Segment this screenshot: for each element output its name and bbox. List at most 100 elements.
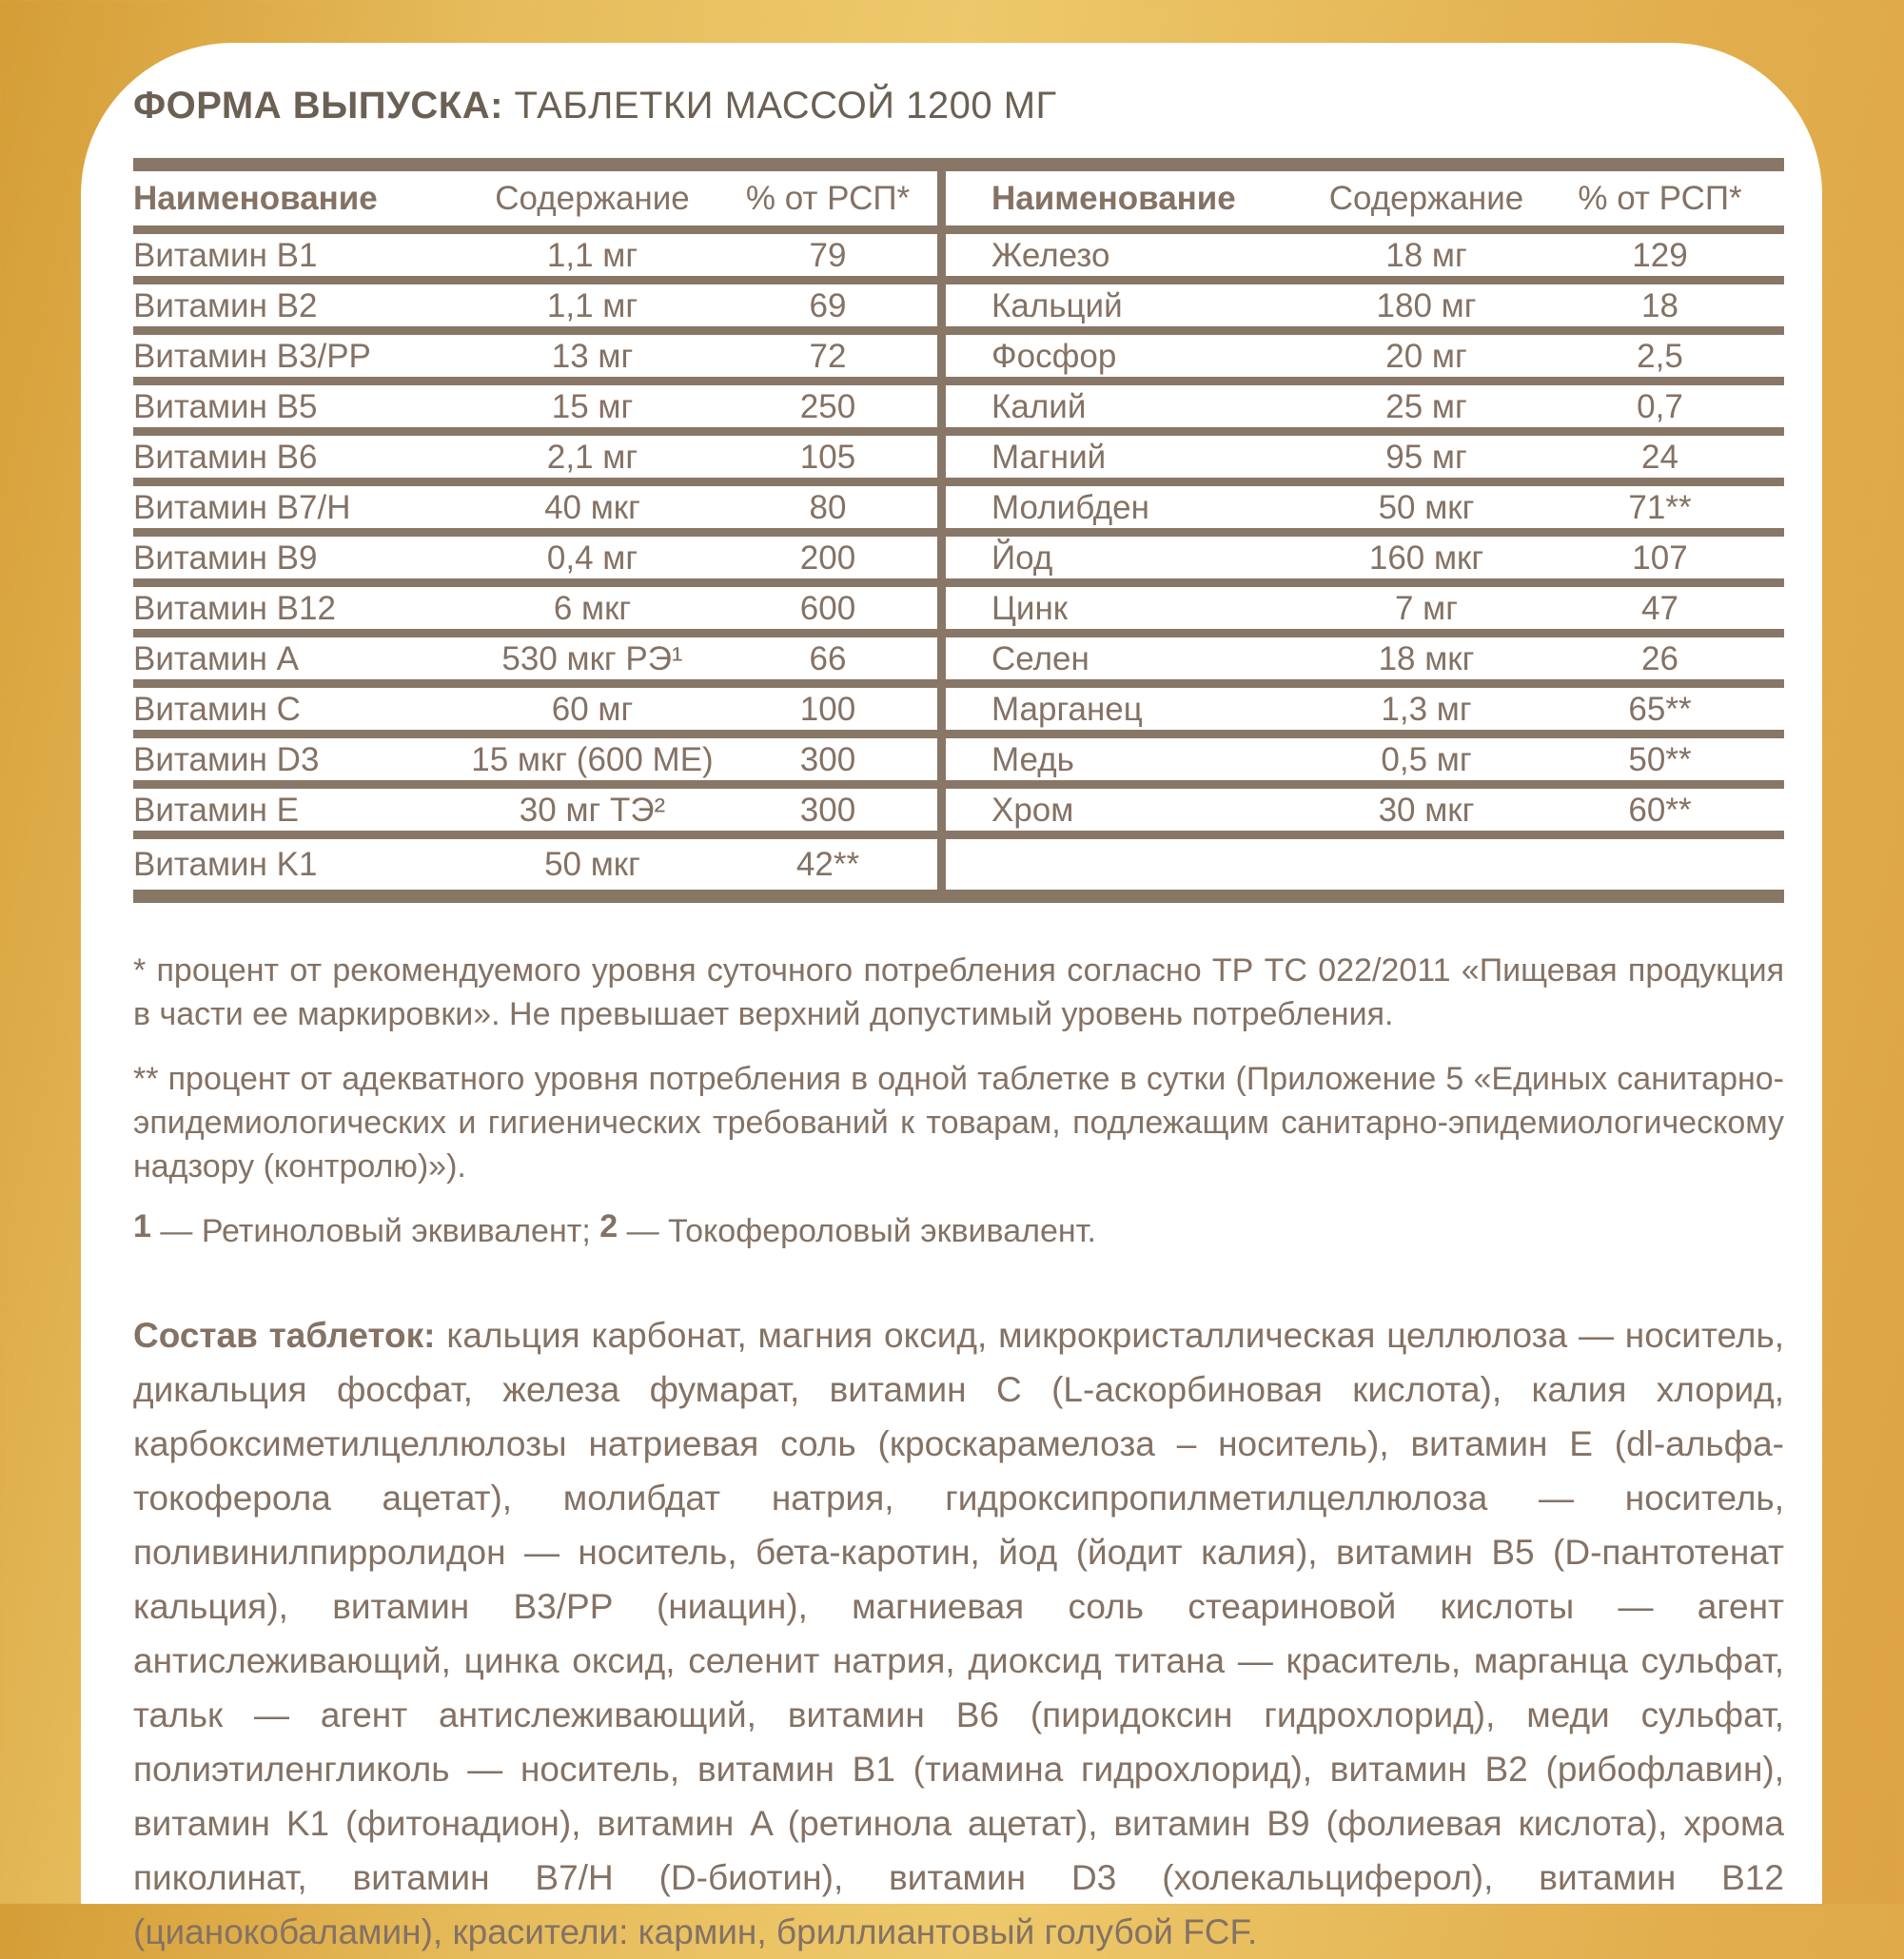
nutrition-table: Наименование Содержание % от РСП* Витами… [133, 158, 1784, 903]
nutrient-name: Калий [946, 385, 1317, 436]
nutrient-amount: 0,5 мг [1317, 738, 1536, 789]
nutrient-name: Хром [946, 789, 1317, 839]
nutrient-percent: 2,5 [1536, 335, 1784, 385]
nutrient-name: Йод [946, 537, 1317, 587]
footnote-equivalents: 1 — Ретиноловый эквивалент; 2 — Токоферо… [133, 1208, 1784, 1253]
nutrient-amount: 30 мг ТЭ² [466, 789, 718, 839]
nutrient-percent: 60** [1536, 789, 1784, 839]
nutrient-percent: 300 [718, 789, 937, 839]
column-header-content: Содержание [466, 171, 718, 234]
nutrient-amount: 15 мг [466, 385, 718, 436]
nutrient-percent: 300 [718, 738, 937, 789]
nutrient-name: Витамин C [133, 688, 466, 738]
footnotes-block: * процент от рекомендуемого уровня суточ… [133, 949, 1784, 1253]
nutrient-amount: 95 мг [1317, 436, 1536, 486]
nutrient-amount: 15 мкг (600 МЕ) [466, 738, 718, 789]
vitamins-table: Наименование Содержание % от РСП* Витами… [133, 171, 946, 890]
nutrient-percent: 80 [718, 486, 937, 537]
page-title: ФОРМА ВЫПУСКА: ТАБЛЕТКИ МАССОЙ 1200 МГ [133, 85, 1784, 127]
nutrient-name: Фосфор [946, 335, 1317, 385]
nutrient-percent: 79 [718, 234, 937, 284]
nutrient-percent: 65** [1536, 688, 1784, 738]
page-title-regular: ТАБЛЕТКИ МАССОЙ 1200 МГ [502, 85, 1057, 127]
nutrient-amount: 2,1 мг [466, 436, 718, 486]
nutrient-amount: 160 мкг [1317, 537, 1536, 587]
nutrient-amount: 1,1 мг [466, 284, 718, 335]
column-header-pct: % от РСП* [718, 171, 937, 234]
nutrient-name: Витамин B6 [133, 436, 466, 486]
footnote-rsp: * процент от рекомендуемого уровня суточ… [133, 952, 1784, 1032]
nutrient-percent: 200 [718, 537, 937, 587]
nutrient-amount: 18 мг [1317, 234, 1536, 284]
nutrient-amount: 6 мкг [466, 587, 718, 637]
nutrient-amount: 60 мг [466, 688, 718, 738]
equiv-marker-2: 2 [599, 1208, 618, 1244]
nutrient-name: Кальций [946, 284, 1317, 335]
composition-label: Состав таблеток: [133, 1316, 436, 1355]
nutrient-amount: 25 мг [1317, 385, 1536, 436]
equiv-text-2: — Токофероловый эквивалент. [618, 1213, 1096, 1249]
nutrient-percent: 105 [718, 436, 937, 486]
nutrient-name: Витамин B1 [133, 234, 466, 284]
nutrient-percent [1536, 839, 1784, 890]
nutrient-amount: 0,4 мг [466, 537, 718, 587]
nutrient-amount: 50 мкг [544, 846, 640, 883]
nutrient-name: Витамин B3/PP [133, 335, 466, 385]
nutrient-name: Молибден [946, 486, 1317, 537]
nutrient-percent: 26 [1536, 637, 1784, 688]
nutrient-amount: 30 мкг [1317, 789, 1536, 839]
nutrient-amount: 7 мг [1317, 587, 1536, 637]
nutrient-percent: 0,7 [1536, 385, 1784, 436]
nutrient-name: Витамин B2 [133, 284, 466, 335]
nutrient-percent: 47 [1536, 587, 1784, 637]
nutrient-name: Железо [946, 234, 1317, 284]
nutrient-name: Витамин B5 [133, 385, 466, 436]
nutrient-percent: 600 [718, 587, 937, 637]
column-header-name: Наименование [133, 171, 466, 234]
nutrient-percent: 107 [1536, 537, 1784, 587]
nutrient-percent: 250 [718, 385, 937, 436]
nutrient-name: Витамин A [133, 637, 466, 688]
nutrient-amount [1317, 839, 1536, 890]
nutrient-amount: 180 мг [1317, 284, 1536, 335]
nutrient-name: Марганец [946, 688, 1317, 738]
nutrient-amount: 1,3 мг [1317, 688, 1536, 738]
nutrient-amount: 40 мкг [466, 486, 718, 537]
nutrient-percent: 100 [718, 688, 937, 738]
nutrient-amount: 1,1 мг [466, 234, 718, 284]
nutrient-percent: 71** [1536, 486, 1784, 537]
nutrient-name: Витамин B9 [133, 537, 466, 587]
nutrient-percent: 72 [718, 335, 937, 385]
nutrient-percent: 66 [718, 637, 937, 688]
column-header-pct: % от РСП* [1536, 171, 1784, 234]
nutrient-name: Витамин D3 [133, 738, 466, 789]
nutrient-name: Магний [946, 436, 1317, 486]
composition-paragraph: Состав таблеток: кальция карбонат, магни… [133, 1308, 1784, 1959]
nutrient-name: Медь [946, 738, 1317, 789]
nutrient-amount: 18 мкг [1317, 637, 1536, 688]
nutrient-percent: 24 [1536, 436, 1784, 486]
nutrient-percent: 129 [1536, 234, 1784, 284]
equiv-text-1: — Ретиноловый эквивалент; [150, 1213, 600, 1249]
nutrient-name: Витамин B7/H [133, 486, 466, 537]
column-header-content: Содержание [1317, 171, 1536, 234]
nutrient-name: Цинк [946, 587, 1317, 637]
nutrient-percent: 69 [718, 284, 937, 335]
nutrient-percent: 42** [795, 846, 860, 883]
nutrient-percent: 18 [1536, 284, 1784, 335]
composition-text: кальция карбонат, магния оксид, микрокри… [133, 1316, 1784, 1951]
nutrient-amount: 50 мкг [1317, 486, 1536, 537]
nutrient-amount: 13 мг [466, 335, 718, 385]
nutrient-percent: 50** [1536, 738, 1784, 789]
nutrient-amount: 20 мг [1317, 335, 1536, 385]
label-card: ФОРМА ВЫПУСКА: ТАБЛЕТКИ МАССОЙ 1200 МГ Н… [81, 43, 1822, 1951]
nutrient-name [946, 839, 1317, 890]
nutrient-name: Витамин E [133, 789, 466, 839]
nutrient-name: Селен [946, 637, 1317, 688]
page-title-bold: ФОРМА ВЫПУСКА: [133, 85, 503, 127]
nutrient-amount: 530 мкг РЭ¹ [466, 637, 718, 688]
minerals-table: Наименование Содержание % от РСП* Железо… [946, 171, 1784, 890]
nutrient-name: Витамин K1 [133, 846, 318, 883]
footnote-adequate: ** процент от адекватного уровня потребл… [133, 1061, 1784, 1185]
